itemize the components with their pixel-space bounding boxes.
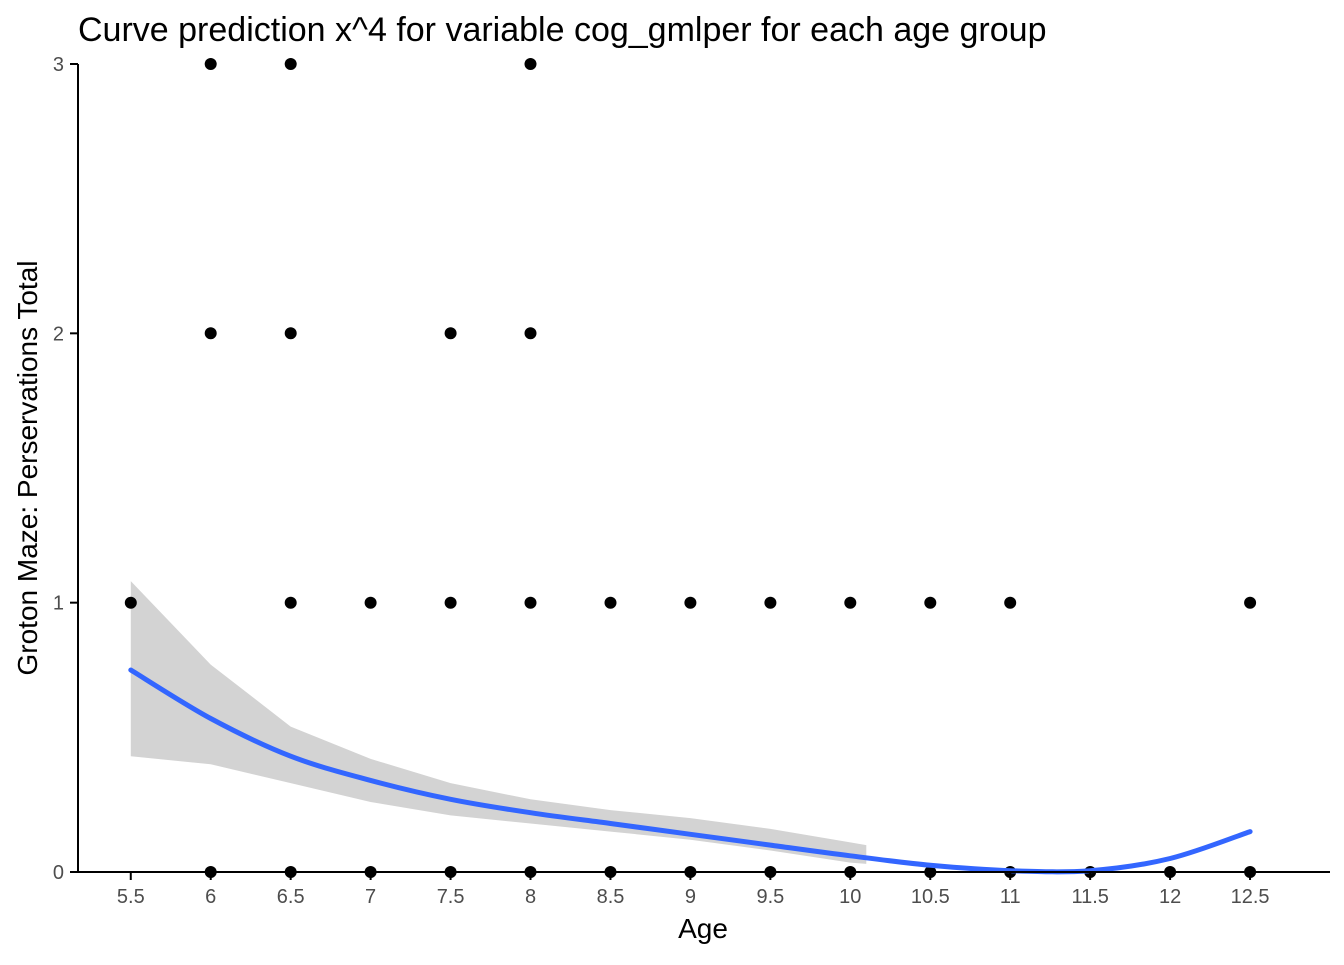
data-point (284, 596, 297, 609)
confidence-band-layer (130, 581, 867, 864)
x-tick-label: 6.5 (277, 886, 305, 908)
x-tick-label: 11.5 (1071, 886, 1108, 908)
x-tick-label: 12 (1159, 886, 1181, 908)
y-axis-title: Groton Maze: Perservations Total (12, 260, 43, 675)
data-point (524, 327, 537, 340)
y-tick-label: 2 (53, 323, 64, 345)
x-tick-label: 8 (525, 886, 536, 908)
data-point (204, 327, 217, 340)
data-point (844, 596, 857, 609)
data-point (204, 58, 217, 70)
x-tick-label: 11 (1000, 886, 1021, 908)
tick-labels-layer: 5.5 6 6.5 7 7.5 8 8.5 9 9.5 10 10.5 11 11.5 12 12.5012… (53, 54, 1270, 908)
chart-title: Curve prediction x^4 for variable cog_gm… (78, 11, 1047, 49)
data-point (924, 596, 937, 609)
confidence-band (130, 581, 867, 864)
data-point (684, 596, 697, 609)
x-tick-label: 8.5 (597, 886, 625, 908)
x-tick-label: 10.5 (911, 886, 950, 908)
data-point (524, 596, 537, 609)
data-point (764, 596, 777, 609)
data-point (524, 58, 537, 70)
x-tick-label: 12.5 (1231, 886, 1270, 908)
x-tick-label: 10 (839, 886, 861, 908)
x-tick-label: 9 (685, 886, 696, 908)
data-point (604, 596, 617, 609)
data-point (124, 596, 137, 609)
y-tick-label: 3 (53, 54, 64, 76)
x-axis-title: Age (678, 913, 728, 944)
y-tick-label: 0 (53, 862, 64, 884)
x-tick-label: 9.5 (756, 886, 784, 908)
data-point (364, 596, 377, 609)
data-point (284, 327, 297, 340)
x-tick-label: 5.5 (117, 886, 145, 908)
data-points-layer (124, 58, 1257, 878)
axes-layer (70, 63, 1330, 880)
data-point (1004, 596, 1017, 609)
x-tick-label: 7.5 (437, 886, 465, 908)
x-tick-label: 7 (365, 886, 376, 908)
y-tick-label: 1 (53, 593, 64, 615)
data-point (284, 58, 297, 70)
data-point (444, 327, 457, 340)
data-point (444, 596, 457, 609)
data-point (1244, 596, 1257, 609)
x-tick-label: 6 (205, 886, 216, 908)
